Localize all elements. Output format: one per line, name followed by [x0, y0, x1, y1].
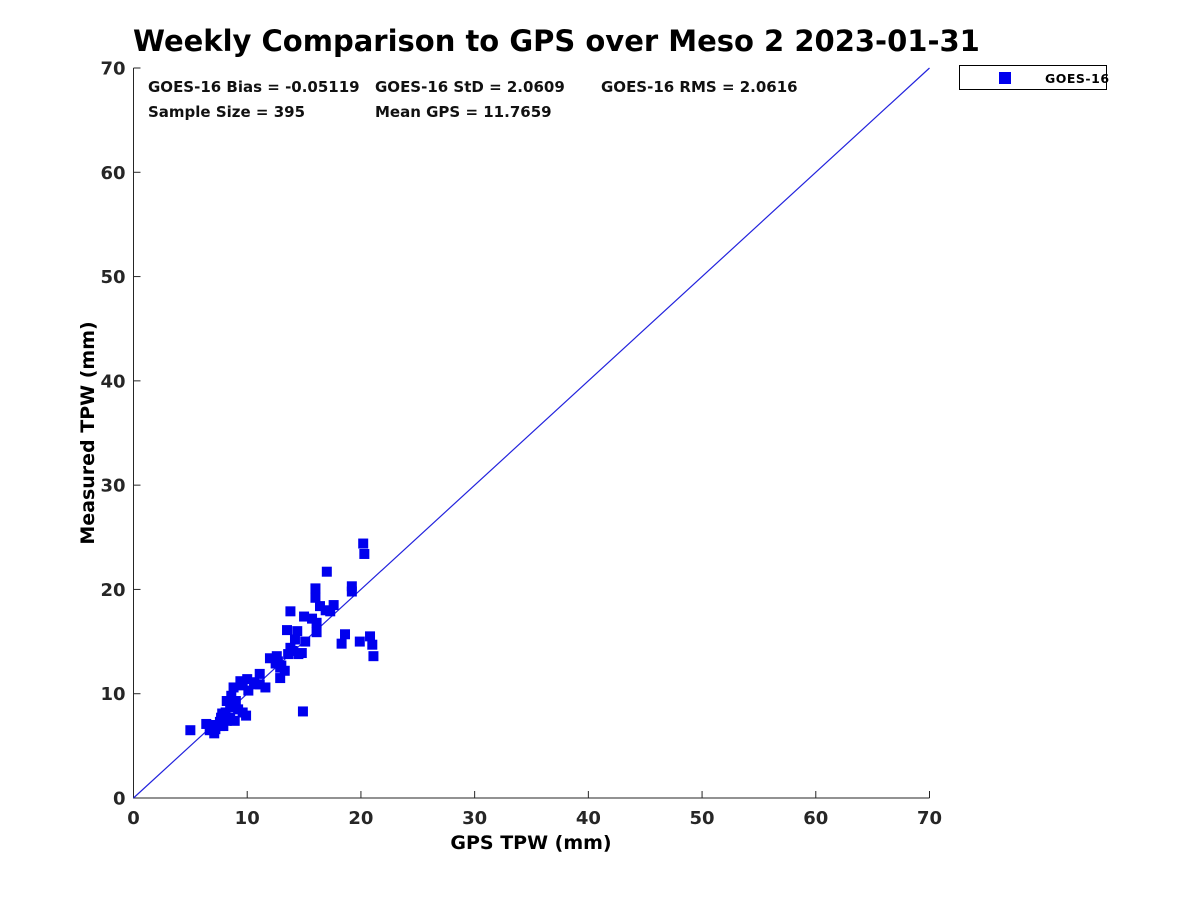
data-point — [201, 718, 212, 729]
data-point — [264, 653, 275, 664]
stat-std-label: GOES-16 StD = 2.0609 — [375, 78, 565, 96]
y-axis-label: Measured TPW (mm) — [77, 321, 99, 544]
data-point — [314, 601, 325, 612]
data-point — [260, 682, 271, 693]
x-tick-label: 60 — [803, 808, 828, 829]
data-point — [243, 685, 254, 696]
data-point — [328, 600, 339, 611]
data-point — [297, 706, 308, 717]
x-tick-label: 0 — [127, 808, 140, 829]
data-point — [285, 606, 296, 617]
data-point — [321, 566, 332, 577]
data-point — [359, 548, 370, 559]
data-point — [220, 707, 231, 718]
data-point — [275, 673, 286, 684]
data-point — [271, 651, 282, 662]
y-tick-label: 60 — [100, 163, 125, 184]
data-point — [310, 592, 321, 603]
data-point — [242, 674, 253, 685]
data-point — [293, 649, 304, 660]
data-point — [311, 627, 322, 638]
data-point — [367, 639, 378, 650]
data-point — [365, 631, 376, 642]
data-point — [299, 611, 310, 622]
data-point — [282, 625, 293, 636]
data-point — [336, 638, 347, 649]
x-tick-label: 10 — [235, 808, 260, 829]
x-tick-label: 50 — [690, 808, 715, 829]
stat-bias-label: GOES-16 Bias = -0.05119 — [148, 78, 360, 96]
data-point — [325, 606, 336, 617]
identity-line — [133, 67, 930, 799]
data-point — [185, 725, 196, 736]
x-tick-label: 30 — [462, 808, 487, 829]
y-tick-label: 70 — [100, 59, 125, 80]
data-point — [249, 677, 260, 688]
y-tick-label: 10 — [100, 684, 125, 705]
y-tick-label: 40 — [100, 371, 125, 392]
data-point — [300, 636, 311, 647]
chart-layer: 0 10 20 30 40 50 60 70 0 10 20 30 40 50 60 70 — [100, 59, 942, 830]
data-point — [218, 721, 229, 732]
stat-rms-label: GOES-16 RMS = 2.0616 — [601, 78, 798, 96]
data-point — [310, 583, 321, 594]
y-tick-label: 50 — [100, 267, 125, 288]
data-point — [228, 682, 239, 693]
y-tick-label: 20 — [100, 580, 125, 601]
data-point — [228, 699, 239, 710]
data-point — [235, 676, 246, 687]
x-axis-label: GPS TPW (mm) — [450, 832, 611, 854]
stat-sample-size-label: Sample Size = 395 — [148, 103, 306, 121]
legend: GOES-16 — [959, 65, 1110, 90]
data-point — [254, 679, 265, 690]
data-point — [292, 626, 303, 637]
data-point — [340, 629, 351, 640]
y-tick-label: 0 — [113, 789, 126, 810]
legend-label-goes-16: GOES-16 — [1045, 71, 1110, 86]
data-point — [307, 613, 318, 624]
data-point — [358, 538, 369, 549]
data-point — [368, 651, 379, 662]
data-point — [254, 668, 265, 679]
x-tick-label: 20 — [348, 808, 373, 829]
data-point — [221, 696, 232, 707]
x-tick-label: 70 — [917, 808, 942, 829]
data-point — [285, 642, 296, 653]
data-point — [346, 581, 357, 592]
x-tick-label: 40 — [576, 808, 601, 829]
data-point — [241, 710, 252, 721]
data-point — [354, 636, 365, 647]
data-point — [279, 665, 290, 676]
plot-title: Weekly Comparison to GPS over Meso 2 202… — [133, 24, 980, 58]
legend-marker-swatch-goes-16 — [999, 72, 1011, 84]
data-point — [289, 634, 300, 645]
stat-mean-gps-label: Mean GPS = 11.7659 — [375, 103, 552, 121]
data-point — [226, 690, 237, 701]
data-point — [346, 586, 357, 597]
data-point — [229, 715, 240, 726]
y-tick-label: 30 — [100, 476, 125, 497]
